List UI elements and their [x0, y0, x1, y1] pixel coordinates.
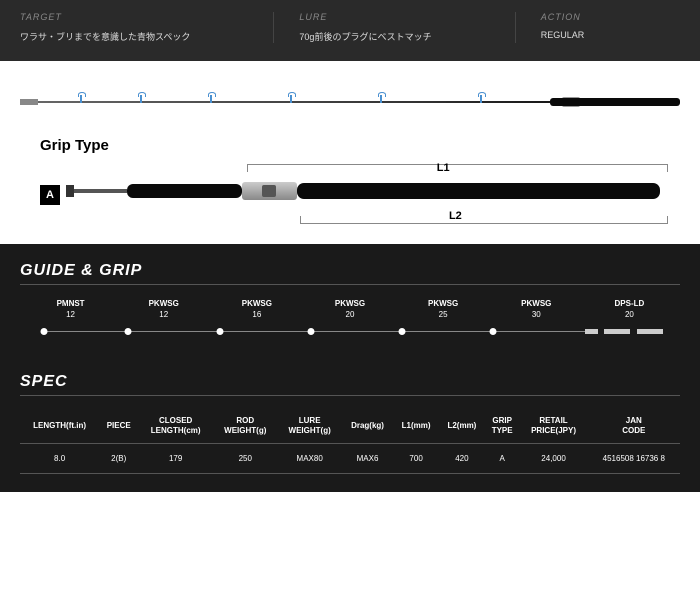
rod-tip [20, 99, 38, 105]
dim-line-l2 [300, 216, 668, 224]
guide-size: 20 [583, 310, 676, 319]
grip-title: Grip Type [40, 137, 680, 154]
spec-data-row: 8.02(B)179250MAX80MAX6700420A24,00045165… [20, 443, 680, 473]
guide-track [24, 327, 676, 337]
diagram-area: Grip Type A L1 L2 [0, 61, 700, 244]
guide-name: PKWSG [397, 299, 490, 308]
guide-item: PKWSG 20 [303, 299, 396, 319]
grip-diagram: L1 L2 [72, 166, 680, 224]
spec-header-cell: RETAILPRICE(JPY) [519, 410, 587, 443]
guide-dot-icon [40, 328, 47, 335]
grip-row: A L1 L2 [40, 166, 680, 224]
guide-name: PKWSG [490, 299, 583, 308]
guide-grip-title: GUIDE & GRIP [20, 262, 680, 280]
rod-guide-icon [210, 95, 212, 103]
spec-header-cell: PIECE [99, 410, 138, 443]
guide-item: DPS-LD 20 [583, 299, 676, 319]
guide-labels-row: PMNST12PKWSG12PKWSG16PKWSG20PKWSG25PKWSG… [20, 299, 680, 319]
action-value: REGULAR [541, 30, 655, 40]
rod-guide-icon [80, 95, 82, 103]
spec-title: SPEC [20, 373, 680, 391]
dim-l1-label: L1 [437, 162, 450, 174]
guide-name: PKWSG [303, 299, 396, 308]
spec-cell: 24,000 [519, 443, 587, 473]
spec-header-cell: GRIPTYPE [485, 410, 520, 443]
guide-item: PKWSG 12 [117, 299, 210, 319]
spec-header-cell: JANCODE [588, 410, 680, 443]
guide-dot-icon [125, 328, 132, 335]
spec-cell: 420 [439, 443, 485, 473]
spec-cell: 179 [138, 443, 213, 473]
header-target: TARGET ワラサ・ブリまでを意識した青物スペック [20, 12, 274, 43]
guide-size: 25 [397, 310, 490, 319]
rod-guide-icon [140, 95, 142, 103]
guide-item: PKWSG 30 [490, 299, 583, 319]
grip-stem-icon [72, 189, 127, 193]
guide-size: 20 [303, 310, 396, 319]
guide-grip-section: GUIDE & GRIP PMNST12PKWSG12PKWSG16PKWSG2… [0, 244, 700, 355]
guide-size: 12 [117, 310, 210, 319]
target-label: TARGET [20, 12, 248, 22]
guide-dot-icon [399, 328, 406, 335]
rod-full-diagram [20, 95, 680, 109]
grip-foregrip-icon [127, 184, 242, 198]
grip-reargrip-icon [297, 183, 660, 199]
spec-header-cell: L2(mm) [439, 410, 485, 443]
rod-guide-icon [290, 95, 292, 103]
spec-header-cell: LUREWEIGHT(g) [277, 410, 341, 443]
spec-header-cell: RODWEIGHT(g) [213, 410, 277, 443]
spec-header-cell: Drag(kg) [342, 410, 393, 443]
guide-name: DPS-LD [583, 299, 676, 308]
rod-guide-icon [380, 95, 382, 103]
guide-size: 16 [210, 310, 303, 319]
grip-bar-icon [585, 329, 598, 334]
guide-name: PMNST [24, 299, 117, 308]
spec-cell: 250 [213, 443, 277, 473]
spec-cell: MAX6 [342, 443, 393, 473]
rod-guide-icon [480, 95, 482, 103]
divider [20, 395, 680, 396]
guide-name: PKWSG [210, 299, 303, 308]
spec-header-cell: LENGTH(ft.in) [20, 410, 99, 443]
guide-item: PKWSG 16 [210, 299, 303, 319]
lure-value: 70g前後のプラグにベストマッチ [299, 30, 489, 43]
spec-cell: 8.0 [20, 443, 99, 473]
guide-size: 30 [490, 310, 583, 319]
spec-cell: A [485, 443, 520, 473]
lure-label: LURE [299, 12, 489, 22]
target-value: ワラサ・ブリまでを意識した青物スペック [20, 30, 248, 43]
header-action: ACTION REGULAR [516, 12, 680, 43]
action-label: ACTION [541, 12, 655, 22]
grip-badge: A [40, 185, 60, 205]
guide-dot-icon [216, 328, 223, 335]
dim-line-l1 [247, 164, 668, 172]
header-lure: LURE 70g前後のプラグにベストマッチ [274, 12, 515, 43]
rod-handle-icon [550, 98, 680, 106]
grip-bar-icon [604, 329, 630, 334]
guide-item: PKWSG 25 [397, 299, 490, 319]
spec-header-cell: L1(mm) [393, 410, 439, 443]
guide-name: PKWSG [117, 299, 210, 308]
guide-dot-icon [490, 328, 497, 335]
guide-size: 12 [24, 310, 117, 319]
spec-cell: MAX80 [277, 443, 341, 473]
spec-cell: 700 [393, 443, 439, 473]
guide-dot-icon [307, 328, 314, 335]
divider [20, 284, 680, 285]
guide-item: PMNST 12 [24, 299, 117, 319]
spec-header-cell: CLOSEDLENGTH(cm) [138, 410, 213, 443]
spec-cell: 2(B) [99, 443, 138, 473]
dim-l2-label: L2 [449, 210, 462, 222]
spec-cell: 4516508 16736 8 [588, 443, 680, 473]
spec-header-row: LENGTH(ft.in)PIECECLOSEDLENGTH(cm)RODWEI… [20, 410, 680, 443]
grip-reelseat-icon [242, 182, 297, 200]
grip-bar-icon [637, 329, 663, 334]
spec-section: SPEC LENGTH(ft.in)PIECECLOSEDLENGTH(cm)R… [0, 355, 700, 492]
header-bar: TARGET ワラサ・ブリまでを意識した青物スペック LURE 70g前後のプラ… [0, 0, 700, 61]
spec-table: LENGTH(ft.in)PIECECLOSEDLENGTH(cm)RODWEI… [20, 410, 680, 474]
